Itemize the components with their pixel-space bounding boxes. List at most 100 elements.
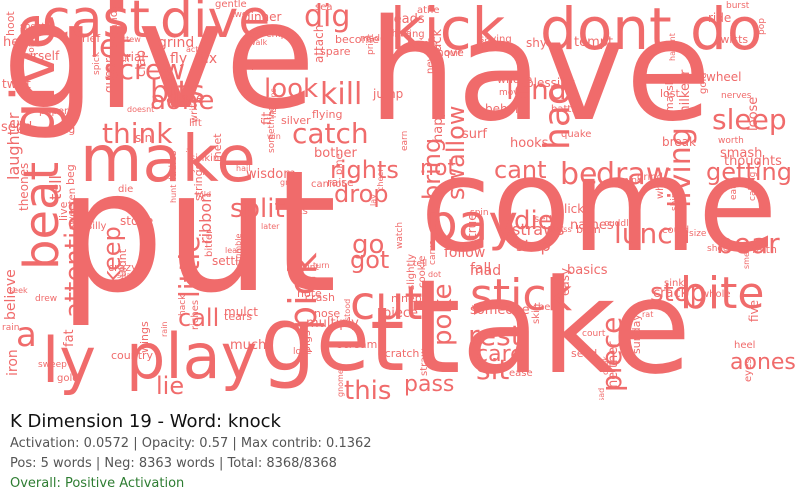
cloud-word-horizontal-15: stick bbox=[470, 270, 573, 321]
cloud-word-small-175: cannot bbox=[311, 179, 346, 190]
cloud-word-small-87: silver bbox=[281, 114, 311, 127]
cloud-word-small-138: thoughts bbox=[724, 154, 782, 169]
cloud-word-horizontal-24: think bbox=[102, 117, 173, 150]
word-cloud: never thinking flying live stone sweep gnomes c… bbox=[0, 0, 796, 400]
cloud-word-small-1: thinking bbox=[384, 29, 425, 40]
cloud-word-small-112: nerves bbox=[721, 91, 752, 101]
cloud-word-small-147: settle bbox=[212, 254, 246, 268]
cloud-word-horizontal-32: stop bbox=[650, 278, 707, 308]
cloud-word-small-144: sink bbox=[664, 278, 685, 289]
cloud-word-horizontal-28: dig bbox=[304, 0, 351, 34]
cloud-word-small-40: spare bbox=[320, 45, 351, 58]
cloud-word-small-151: trial bbox=[121, 50, 145, 64]
cloud-word-small-44: faith bbox=[752, 243, 777, 256]
cloud-word-horizontal-14: cut bbox=[350, 276, 423, 330]
cloud-word-small-20: screaming bbox=[18, 123, 76, 136]
cloud-word-small-39: puts bbox=[286, 206, 308, 217]
cloud-word-small-90: wild bbox=[195, 190, 212, 199]
cloud-word-horizontal-22: not bbox=[420, 156, 457, 181]
cloud-word-small-82: grief bbox=[75, 32, 101, 45]
cloud-word-small-109: saying bbox=[479, 34, 512, 45]
cloud-word-small-79: watch bbox=[395, 221, 405, 249]
cloud-word-small-95: hooks bbox=[510, 136, 549, 151]
cloud-word-horizontal-5: make bbox=[80, 123, 256, 197]
cloud-word-small-120: much bbox=[230, 338, 267, 353]
cloud-word-small-48: grass bbox=[280, 178, 302, 187]
cloud-word-horizontal-6: cast bbox=[42, 0, 150, 50]
cloud-word-horizontal-41: got bbox=[350, 246, 390, 274]
cloud-word-horizontal-18: draw bbox=[596, 157, 671, 192]
cloud-word-small-126: send bbox=[1, 120, 33, 135]
cloud-word-small-130: basics bbox=[567, 263, 608, 278]
cloud-word-small-45: gold bbox=[57, 373, 79, 384]
cloud-word-small-173: multiply bbox=[306, 316, 359, 331]
cloud-word-small-125: lift bbox=[189, 118, 202, 129]
cloud-word-small-56: sinking bbox=[190, 153, 226, 164]
cloud-word-small-129: tears bbox=[224, 310, 253, 323]
cloud-word-small-172: pride bbox=[407, 37, 438, 51]
cloud-word-horizontal-40: go bbox=[352, 230, 385, 260]
cloud-word-horizontal-46: look bbox=[264, 74, 319, 104]
cloud-word-horizontal-23: cant bbox=[494, 156, 547, 184]
cloud-word-horizontal-20: getting bbox=[706, 158, 792, 186]
cloud-word-horizontal-44: call bbox=[178, 304, 220, 332]
cloud-word-small-83: ease bbox=[509, 368, 533, 379]
cloud-word-small-85: names bbox=[570, 218, 614, 233]
overall-activation-status: Overall: Positive Activation bbox=[10, 476, 185, 491]
cloud-word-small-137: china bbox=[387, 29, 412, 39]
cloud-word-small-106: lose bbox=[293, 347, 312, 357]
cloud-word-small-26: shave bbox=[117, 271, 141, 280]
cloud-word-small-89: action bbox=[186, 45, 211, 54]
cloud-word-small-4: stone bbox=[120, 214, 154, 228]
cloud-word-small-57: sheet bbox=[20, 22, 45, 32]
cloud-word-small-103: athe bbox=[417, 5, 440, 16]
cloud-word-horizontal-1: have bbox=[368, 0, 712, 153]
cloud-word-small-36: behold bbox=[485, 102, 526, 116]
cloud-word-small-94: mind bbox=[620, 176, 643, 186]
cloud-word-small-182: tell bbox=[413, 259, 428, 269]
cloud-word-horizontal-29: lend bbox=[506, 73, 567, 106]
cloud-word-horizontal-58: a bbox=[16, 315, 37, 355]
cloud-word-small-76: win bbox=[267, 132, 281, 141]
cloud-word-horizontal-35: sit bbox=[476, 353, 510, 386]
cloud-word-small-53: size bbox=[689, 229, 707, 239]
cloud-word-small-12: crash bbox=[305, 291, 336, 304]
cloud-word-horizontal-3: come bbox=[420, 129, 778, 281]
cloud-word-small-5: sweep bbox=[38, 360, 67, 370]
cloud-word-horizontal-47: screw bbox=[104, 53, 186, 86]
cloud-word-horizontal-49: aone bbox=[150, 86, 215, 116]
word-counts-line: Pos: 5 words | Neg: 8363 words | Total: … bbox=[10, 456, 337, 471]
cloud-word-small-136: stew bbox=[122, 35, 141, 44]
cloud-word-small-65: brass bbox=[550, 225, 572, 234]
cloud-word-small-54: sin bbox=[135, 131, 153, 145]
cloud-word-small-63: smash bbox=[720, 146, 763, 161]
cloud-word-horizontal-0: give bbox=[2, 0, 316, 142]
cloud-word-small-121: yourself bbox=[11, 49, 60, 63]
cloud-word-small-180: spin bbox=[470, 208, 489, 218]
cloud-word-small-139: country bbox=[111, 349, 154, 362]
cloud-word-small-168: lead bbox=[225, 246, 243, 255]
cloud-word-horizontal-55: step bbox=[516, 236, 551, 255]
cloud-word-horizontal-8: kick bbox=[390, 0, 506, 63]
cloud-word-horizontal-33: rest bbox=[468, 319, 522, 352]
cloud-word-small-2: flying bbox=[312, 108, 343, 121]
cloud-word-small-164: shoes bbox=[707, 244, 734, 254]
cloud-word-small-101: gentle bbox=[215, 0, 247, 10]
cloud-word-horizontal-37: this bbox=[344, 376, 392, 400]
cloud-word-small-41: scratch bbox=[379, 347, 420, 360]
cloud-word-small-118: made bbox=[360, 34, 386, 44]
cloud-word-horizontal-10: do bbox=[690, 0, 763, 63]
cloud-word-horizontal-11: get bbox=[260, 288, 405, 391]
cloud-word-horizontal-56: straws bbox=[512, 220, 565, 239]
cloud-word-small-152: twist bbox=[2, 77, 31, 91]
cloud-word-horizontal-31: lunch bbox=[614, 217, 691, 250]
cloud-word-small-145: hear bbox=[3, 35, 33, 50]
cloud-word-horizontal-39: lie bbox=[156, 372, 185, 400]
cloud-word-horizontal-60: fix bbox=[200, 51, 218, 67]
cloud-word-small-93: walk bbox=[249, 38, 268, 47]
cloud-word-small-23: become bbox=[335, 33, 380, 46]
cloud-word-horizontal-52: fly bbox=[170, 51, 188, 67]
cloud-word-small-21: glint bbox=[299, 263, 319, 273]
cloud-word-small-99: blessing bbox=[526, 76, 576, 90]
cloud-word-small-92: fetch bbox=[109, 55, 130, 64]
